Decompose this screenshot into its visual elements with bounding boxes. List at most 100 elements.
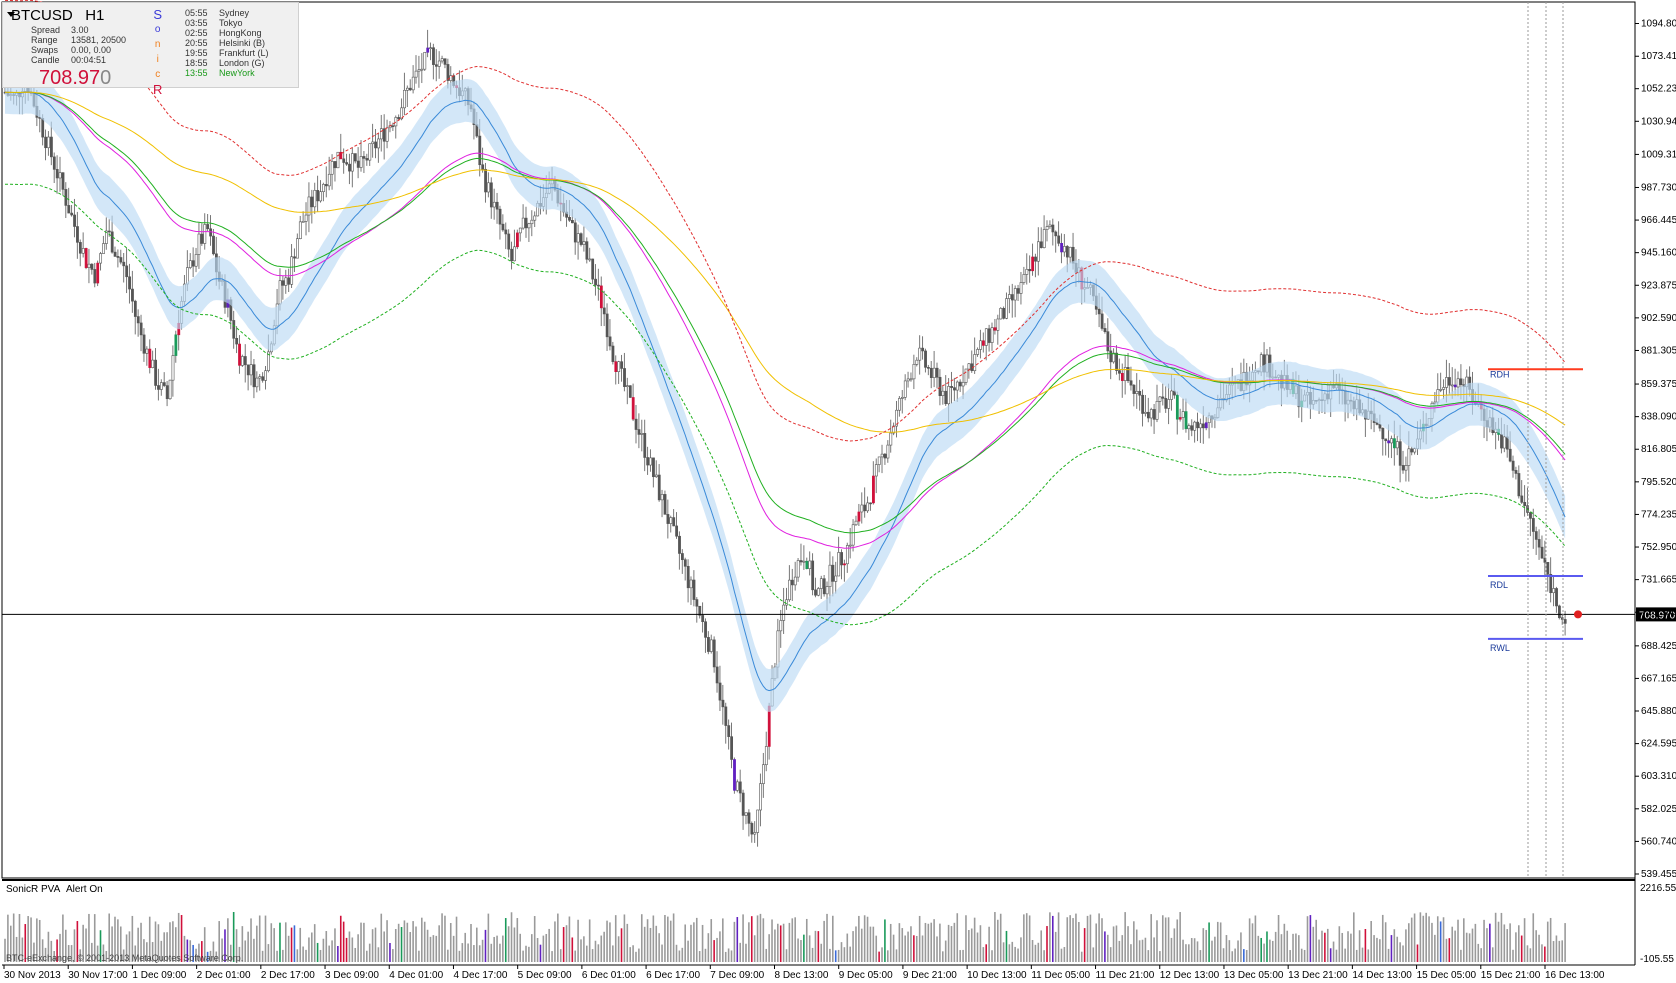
candle-body: [828, 564, 832, 587]
candle-timer: 00:04:51: [71, 55, 107, 65]
spread-value: 3.00: [71, 25, 89, 35]
candle-body: [860, 504, 864, 513]
candle-body: [620, 361, 624, 369]
candle-body: [857, 511, 861, 522]
candle-body: [67, 205, 71, 214]
candle-body: [579, 233, 583, 245]
candle-body: [626, 385, 629, 387]
candle-body: [319, 191, 322, 202]
candle-body: [371, 141, 375, 145]
y-tick-label: 603.310: [1641, 771, 1676, 782]
candle-body: [73, 214, 76, 227]
candle-body: [1054, 231, 1058, 237]
ema-89-line: [4, 91, 1566, 549]
candle-body: [353, 153, 357, 162]
symbol-name: BTCUSD: [11, 7, 73, 24]
candle-body: [1413, 448, 1417, 453]
candle-body: [518, 227, 522, 234]
collapse-triangle-icon[interactable]: [7, 12, 15, 17]
candle-body: [866, 502, 870, 512]
session-row: 13:55 NewYork: [185, 68, 255, 78]
candle-body: [64, 189, 68, 206]
candle-body: [446, 64, 450, 81]
candle-body: [1558, 605, 1561, 618]
candle-body: [93, 269, 97, 284]
candle-body: [348, 163, 351, 172]
candle-body: [443, 58, 447, 65]
candle-body: [582, 241, 586, 245]
candle-body: [1178, 417, 1182, 420]
candle-body: [1563, 619, 1567, 624]
candle-body: [915, 359, 919, 365]
y-tick-label: 560.740: [1641, 836, 1676, 847]
candle-body: [102, 243, 105, 254]
candle-body: [898, 398, 901, 411]
candle-body: [52, 156, 56, 170]
candle-body: [1149, 409, 1153, 419]
candle-body: [1144, 411, 1147, 414]
candle-body: [342, 158, 346, 163]
candle-body: [1453, 384, 1457, 388]
candle-body: [50, 136, 53, 158]
candle-body: [927, 367, 930, 369]
candle-body: [116, 256, 120, 258]
candle-body: [1071, 246, 1075, 264]
candle-body: [1199, 423, 1202, 429]
candle-body: [339, 151, 343, 160]
candle-body: [973, 354, 977, 372]
candle-body: [316, 190, 320, 202]
candle-body: [1164, 398, 1168, 409]
candle-body: [171, 355, 175, 381]
candle-body: [174, 334, 178, 356]
candle-body: [1008, 294, 1011, 299]
candle-body: [521, 217, 525, 229]
candle-body: [1042, 229, 1046, 248]
y-tick-label: 624.595: [1641, 739, 1676, 750]
candle-body: [324, 184, 328, 187]
candle-body: [301, 221, 305, 223]
candle-body: [730, 736, 734, 760]
candle-body: [264, 370, 268, 381]
level-label: RWL: [1490, 643, 1510, 653]
candle-body: [1448, 377, 1451, 386]
candle-body: [322, 184, 325, 192]
candle-body: [255, 377, 259, 388]
candle-body: [912, 364, 916, 380]
candle-body: [504, 229, 508, 235]
y-tick-label: 1094.80: [1641, 18, 1676, 29]
y-tick-label: 645.880: [1641, 706, 1676, 717]
candle-body: [819, 578, 823, 589]
candle-body: [168, 379, 172, 400]
candle-body: [1540, 546, 1544, 559]
candle-body: [1534, 531, 1538, 540]
candle-body: [802, 560, 806, 563]
session-row: 18:55 London (G): [185, 58, 265, 68]
candle-body: [142, 334, 146, 354]
candle-body: [203, 224, 207, 244]
level-label: RDL: [1490, 580, 1508, 590]
candle-body: [513, 246, 516, 262]
candle-body: [336, 151, 340, 169]
candle-body: [76, 226, 79, 243]
candle-body: [744, 812, 748, 816]
candle-body: [967, 363, 971, 370]
candle-body: [1103, 328, 1107, 332]
candle-body: [924, 350, 927, 368]
candle-body: [1456, 378, 1460, 388]
candle-body: [921, 347, 925, 352]
candle-body: [417, 69, 421, 72]
candle-body: [414, 70, 418, 78]
candle-body: [1065, 246, 1069, 258]
candle-body: [1057, 235, 1061, 244]
candle-body: [1517, 473, 1521, 497]
candle-body: [576, 233, 580, 243]
candle-body: [1508, 448, 1512, 462]
candle-body: [1109, 350, 1113, 363]
candle-body: [1549, 574, 1553, 594]
candle-body: [727, 725, 731, 737]
y-tick-label: 923.875: [1641, 280, 1676, 291]
candle-body: [290, 256, 294, 285]
candle-body: [1022, 274, 1026, 283]
candle-body: [434, 64, 438, 67]
